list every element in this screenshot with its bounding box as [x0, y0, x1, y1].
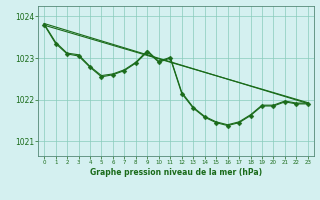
X-axis label: Graphe pression niveau de la mer (hPa): Graphe pression niveau de la mer (hPa): [90, 168, 262, 177]
